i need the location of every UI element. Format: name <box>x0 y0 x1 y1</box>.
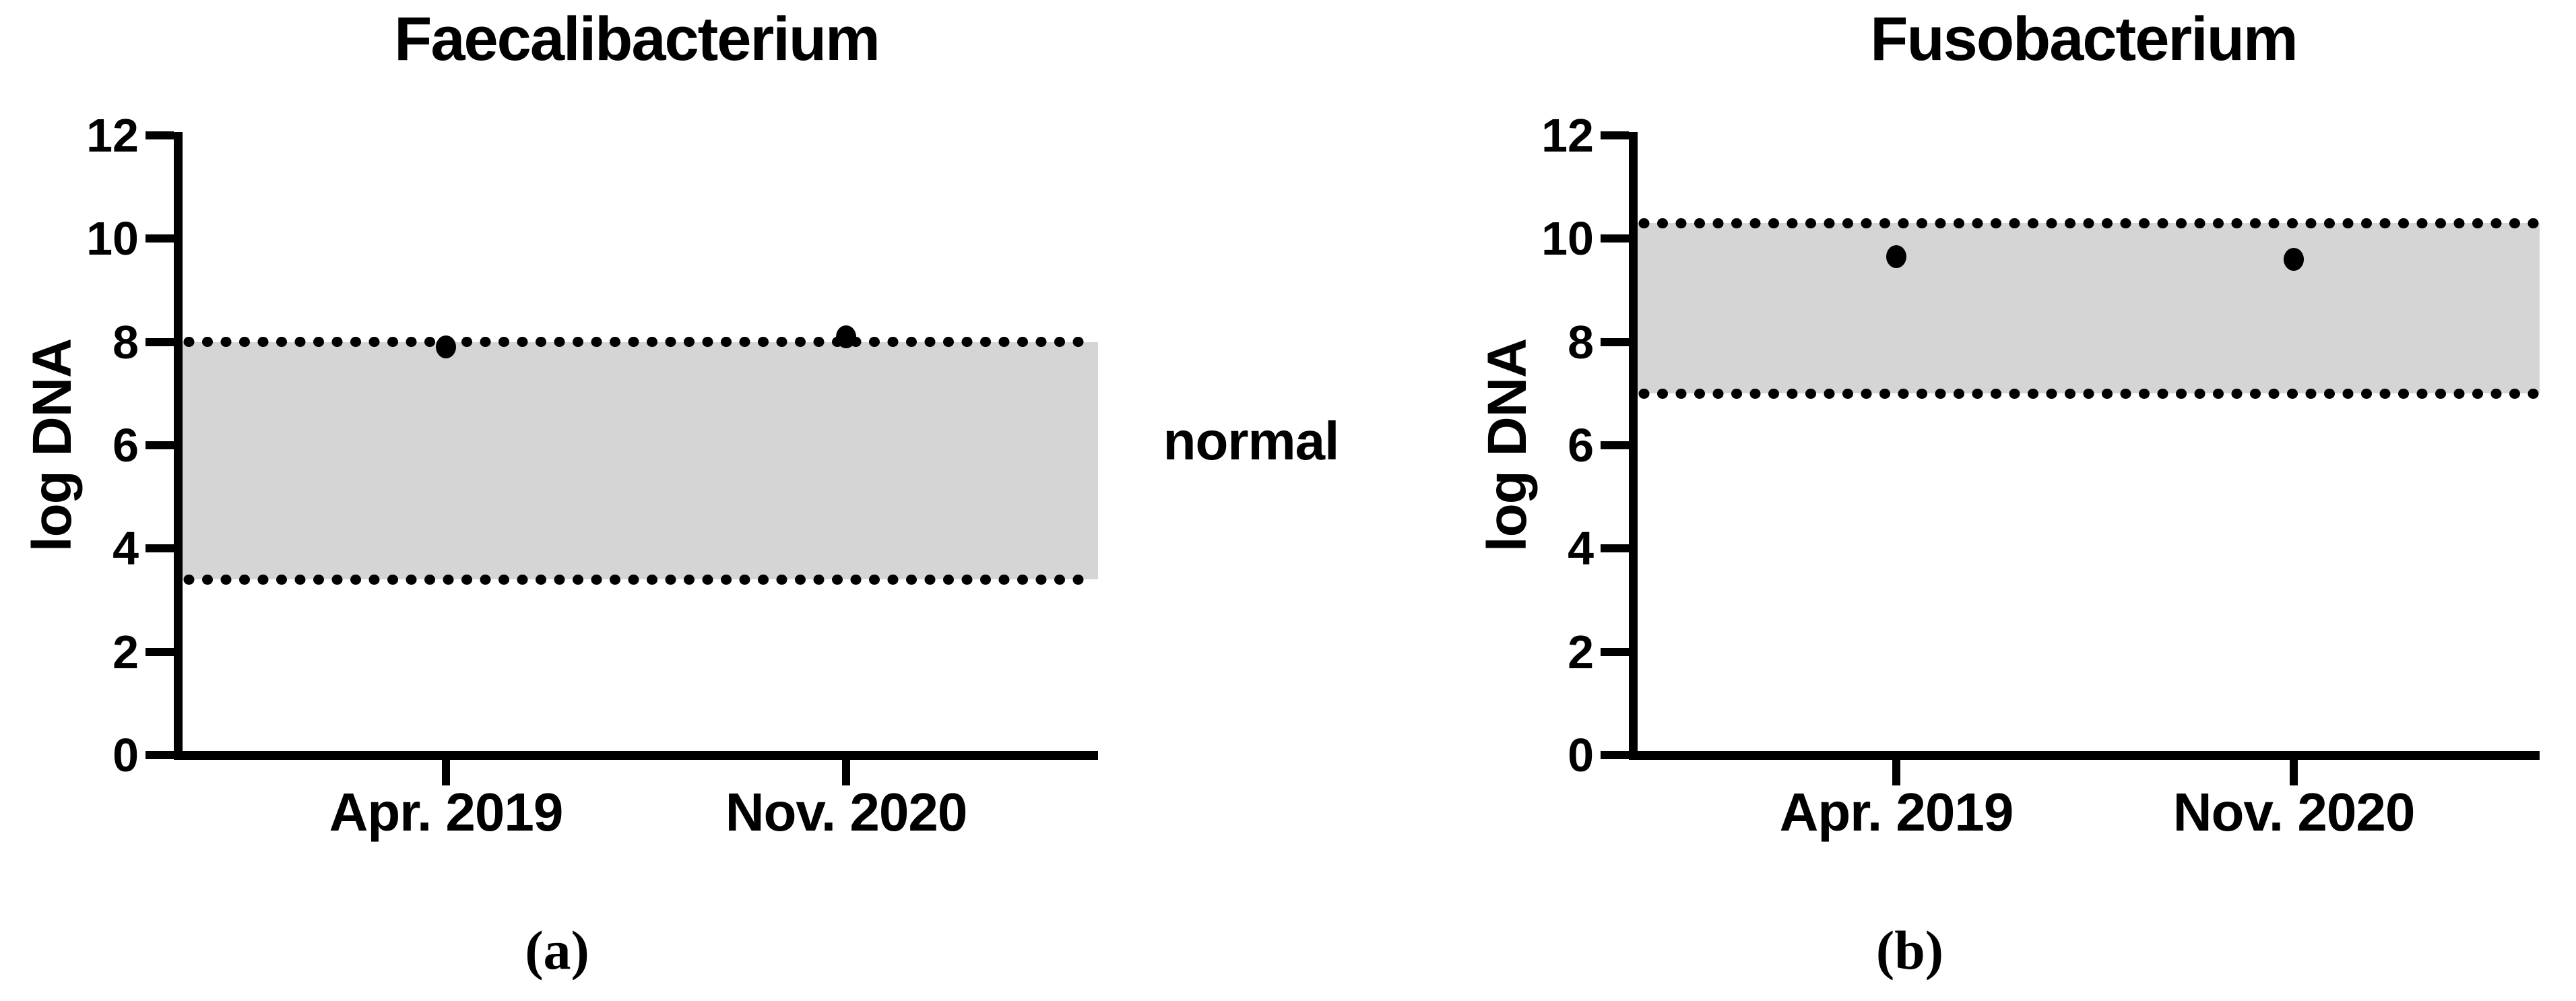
y-tick-label: 12 <box>86 109 139 162</box>
normal-range-upper-dotted-line <box>183 336 1098 348</box>
y-tick <box>146 337 174 346</box>
y-tick-label: 6 <box>1568 419 1594 472</box>
normal-range-upper-dotted-line <box>1638 218 2540 229</box>
normal-range-lower-dotted-line <box>183 574 1098 585</box>
y-tick <box>146 441 174 449</box>
y-tick-label: 8 <box>112 315 139 368</box>
x-tick <box>2290 760 2298 785</box>
y-tick-label: 6 <box>112 419 139 472</box>
x-tick <box>442 760 450 785</box>
y-tick <box>1601 234 1629 243</box>
y-tick <box>1601 544 1629 553</box>
x-tick-label: Nov. 2020 <box>725 782 968 842</box>
y-tick <box>146 544 174 553</box>
normal-range-annotation: normal <box>1163 411 1340 471</box>
panel-caption: (b) <box>1875 919 1944 981</box>
y-tick-label: 4 <box>112 522 139 575</box>
y-tick <box>1601 131 1629 139</box>
y-tick-label: 2 <box>112 625 139 678</box>
data-point <box>2284 248 2304 271</box>
chart-title: Faecalibacterium <box>394 5 880 73</box>
data-point <box>436 335 456 359</box>
y-tick-label: 10 <box>86 212 139 265</box>
y-tick <box>1601 337 1629 346</box>
y-tick-label: 10 <box>1541 212 1594 265</box>
normal-range-band <box>183 342 1098 580</box>
y-tick-label: 4 <box>1568 522 1594 575</box>
x-axis-line <box>1629 751 2540 760</box>
x-tick-label: Apr. 2019 <box>1779 782 2014 842</box>
data-point <box>836 325 856 348</box>
y-tick <box>1601 441 1629 449</box>
x-tick <box>842 760 850 785</box>
chart-title: Fusobacterium <box>1870 5 2298 73</box>
y-tick-label: 12 <box>1541 109 1594 162</box>
y-tick <box>146 131 174 139</box>
data-point <box>1886 245 1906 269</box>
panel-caption: (a) <box>525 919 589 981</box>
normal-range-band <box>1638 223 2540 394</box>
x-tick <box>1892 760 1900 785</box>
y-tick-label: 0 <box>1568 729 1594 781</box>
y-axis-line <box>174 132 183 760</box>
y-tick <box>1601 647 1629 656</box>
y-tick <box>146 234 174 243</box>
y-tick <box>146 647 174 656</box>
y-tick-label: 2 <box>1568 625 1594 678</box>
y-tick-label: 0 <box>112 729 139 781</box>
y-tick <box>146 751 174 759</box>
x-tick-label: Apr. 2019 <box>329 782 564 842</box>
y-axis-line <box>1629 132 1638 760</box>
normal-range-lower-dotted-line <box>1638 388 2540 399</box>
y-tick-label: 8 <box>1568 315 1594 368</box>
y-tick <box>1601 751 1629 759</box>
x-tick-label: Nov. 2020 <box>2172 782 2416 842</box>
x-axis-line <box>174 751 1098 760</box>
